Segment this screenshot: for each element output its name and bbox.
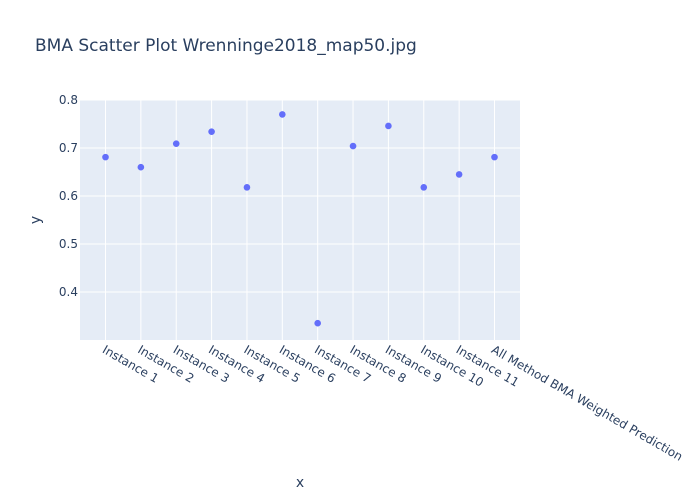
y-tick-label: 0.6 xyxy=(59,189,78,203)
plot-area xyxy=(80,100,520,340)
chart-title: BMA Scatter Plot Wrenninge2018_map50.jpg xyxy=(35,36,417,56)
data-point[interactable] xyxy=(279,111,286,118)
y-axis-title: y xyxy=(28,216,44,224)
x-axis-title: x xyxy=(296,475,304,491)
data-points xyxy=(102,111,498,327)
y-tick-label: 0.4 xyxy=(59,285,78,299)
data-point[interactable] xyxy=(243,184,251,191)
data-point[interactable] xyxy=(491,153,498,161)
data-point[interactable] xyxy=(314,319,321,327)
data-point[interactable] xyxy=(385,122,392,130)
y-tick-label: 0.8 xyxy=(59,93,78,107)
data-point[interactable] xyxy=(102,153,109,161)
data-point[interactable] xyxy=(455,171,463,178)
data-point[interactable] xyxy=(172,140,180,147)
data-point[interactable] xyxy=(420,184,428,191)
data-point[interactable] xyxy=(208,128,215,135)
data-point[interactable] xyxy=(137,163,145,171)
data-point[interactable] xyxy=(349,142,357,150)
y-tick-labels: 0.4 0.5 0.6 0.7 0.8 xyxy=(59,93,78,299)
x-gridlines xyxy=(105,100,495,340)
y-gridlines xyxy=(80,99,520,293)
y-tick-label: 0.7 xyxy=(59,141,78,155)
y-tick-label: 0.5 xyxy=(59,237,78,251)
